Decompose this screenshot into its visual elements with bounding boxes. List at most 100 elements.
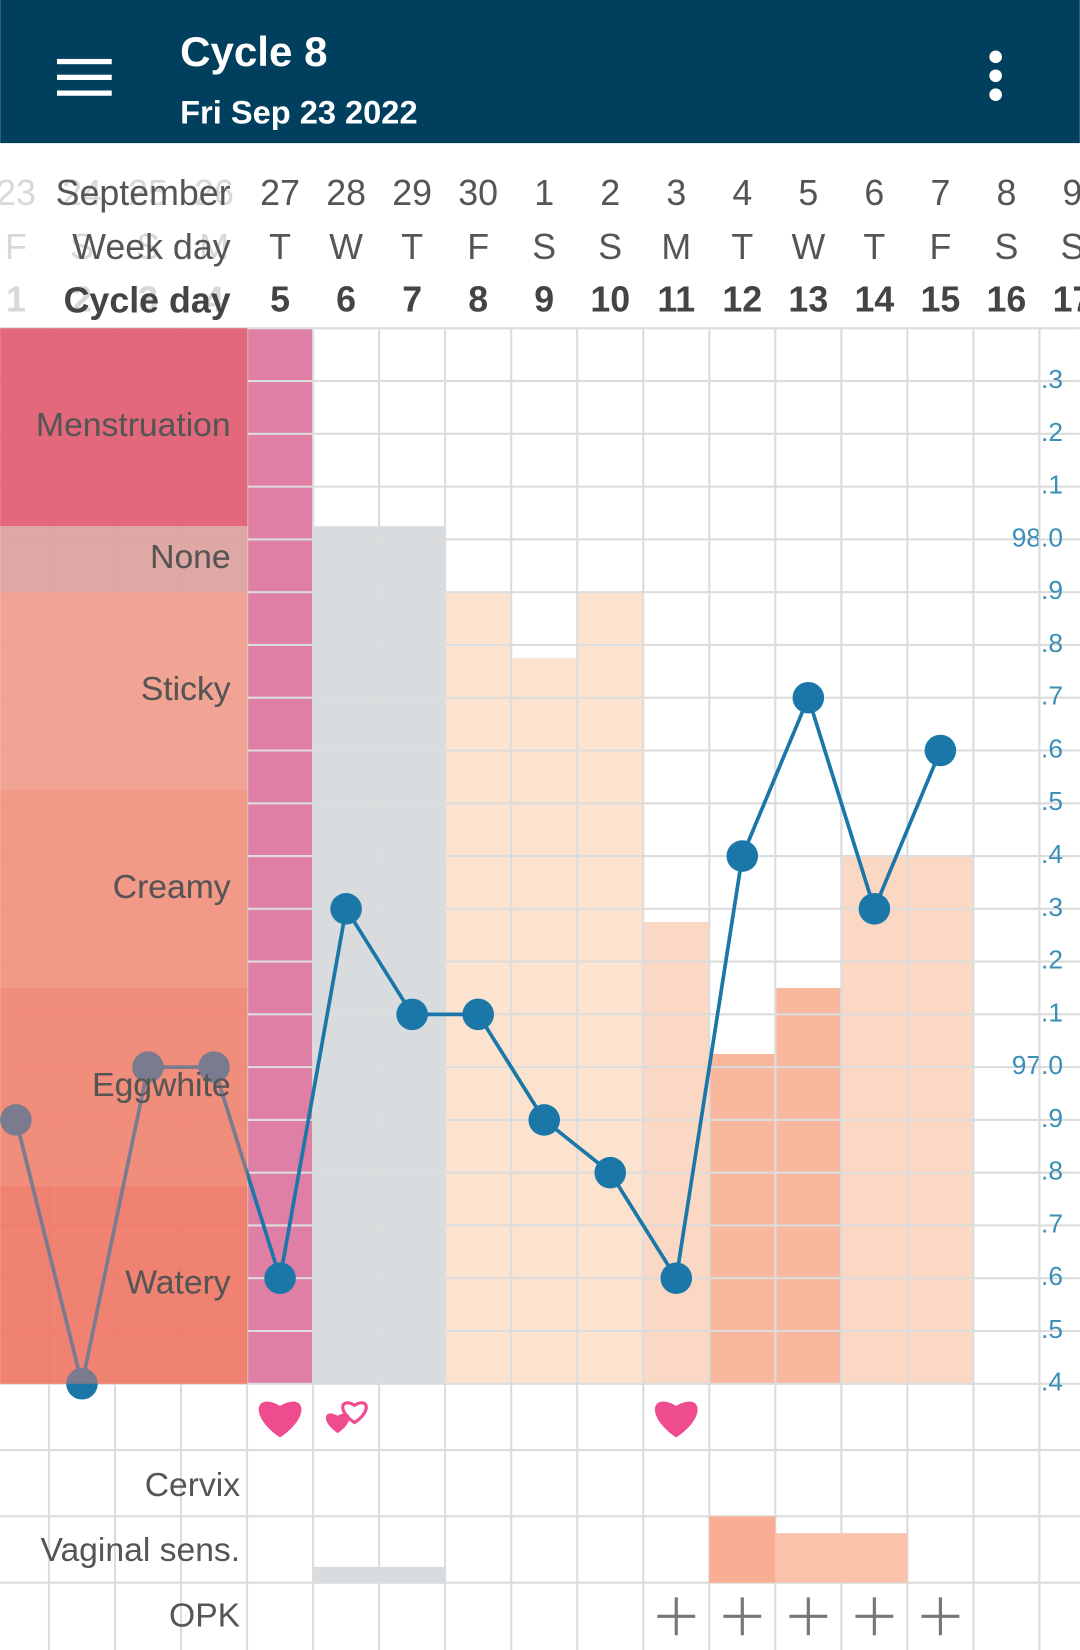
- subtitle: Fri Sep 23 2022: [180, 93, 417, 130]
- date-label: 25: [128, 173, 168, 213]
- fluid-level-label: Sticky: [141, 671, 231, 708]
- date-label: 2: [600, 173, 620, 213]
- date-label: 9: [1063, 173, 1080, 213]
- date-label: 30: [458, 173, 498, 213]
- fluid-level-label: Creamy: [113, 869, 231, 906]
- weekday-label: T: [731, 227, 753, 267]
- temperature-point: [858, 893, 891, 925]
- weekday-label: T: [269, 227, 291, 267]
- cycle-day-label: 17: [1053, 279, 1080, 319]
- sensation-bar: [379, 1566, 446, 1583]
- cycle-day-label: 3: [138, 279, 158, 319]
- date-label: 26: [194, 173, 234, 213]
- y-tick-label: .2: [1041, 417, 1063, 447]
- cycle-day-label: 10: [590, 279, 630, 319]
- y-tick-label: .8: [1041, 1156, 1063, 1186]
- temperature-point: [726, 840, 759, 872]
- cycle-day-label: 11: [657, 279, 695, 319]
- weekday-label: S: [1061, 227, 1080, 267]
- menu-line: [56, 58, 112, 65]
- extra-row-label: Cervix: [145, 1467, 241, 1504]
- date-label: 6: [864, 173, 884, 213]
- cycle-day-label: 14: [854, 279, 894, 319]
- heart-icon: [654, 1401, 698, 1438]
- fluid-level-label: Menstruation: [36, 407, 231, 444]
- temperature-point: [660, 1262, 693, 1295]
- weekday-label: S: [995, 227, 1019, 267]
- y-tick-label: .8: [1041, 628, 1063, 658]
- fluid-level-band: [0, 526, 248, 593]
- fluid-level-label: Watery: [125, 1265, 231, 1302]
- menu-line: [56, 90, 112, 96]
- temperature-point: [924, 734, 957, 767]
- weekday-label: S: [136, 227, 160, 267]
- fluid-level-label: Watery: [125, 1265, 231, 1302]
- fluid-level-band: [0, 328, 248, 527]
- temperature-point: [396, 998, 428, 1031]
- weekday-label: T: [401, 227, 423, 267]
- date-label: 3: [666, 173, 686, 213]
- weekday-label: W: [329, 227, 363, 267]
- temperature-point: [792, 681, 825, 714]
- cycle-day-label: 8: [468, 279, 488, 319]
- date-label: 5: [798, 173, 818, 213]
- cycle-day-label: 13: [788, 279, 828, 319]
- fluid-bar: [775, 987, 842, 1384]
- left-panel-veil: [0, 328, 248, 1384]
- y-tick-label: .4: [1041, 839, 1063, 869]
- fluid-level-band: [0, 987, 248, 1186]
- fluid-bar: [445, 592, 512, 1384]
- sensation-bar: [709, 1516, 776, 1583]
- fluid-bar: [511, 658, 578, 1384]
- cycle-day-label: 5: [270, 279, 290, 319]
- cycle-day-label: 12: [722, 279, 762, 319]
- temperature-point: [0, 1104, 32, 1136]
- dot: [989, 50, 1002, 64]
- title: Cycle 8: [180, 28, 327, 75]
- temperature-point: [132, 1051, 164, 1083]
- date-label: 29: [392, 173, 432, 213]
- weekday-label: W: [791, 227, 825, 267]
- weekday-label: S: [70, 227, 94, 267]
- date-label: 7: [930, 173, 950, 213]
- y-tick-label: .1: [1041, 470, 1063, 500]
- y-tick-label: .9: [1041, 1103, 1063, 1133]
- y-tick-label: 97.0: [1012, 1050, 1063, 1080]
- extra-row-label: OPK: [169, 1597, 241, 1634]
- weekday-label: M: [199, 227, 229, 267]
- temperature-point: [264, 1262, 296, 1295]
- y-tick-label: .3: [1041, 892, 1063, 922]
- cycle-day-label: 2: [72, 279, 92, 319]
- menu-button[interactable]: [56, 58, 112, 96]
- temperature-point: [198, 1051, 230, 1083]
- weekday-label: T: [863, 227, 885, 267]
- date-label: 23: [0, 173, 36, 213]
- app-bar: [0, 0, 1080, 144]
- weekday-label: F: [929, 227, 951, 267]
- y-tick-label: .4: [1041, 1367, 1063, 1397]
- fluid-level-label: Sticky: [141, 671, 231, 708]
- overflow-menu[interactable]: [989, 50, 1002, 102]
- date-label: 28: [326, 173, 366, 213]
- cycle-day-label: 16: [987, 279, 1027, 319]
- dot: [989, 88, 1002, 102]
- fluid-level-label: None: [150, 539, 230, 576]
- date-label: 8: [996, 173, 1016, 213]
- fluid-level-band: [0, 592, 248, 791]
- fluid-level-label: None: [150, 539, 230, 576]
- y-tick-label: .5: [1041, 1314, 1063, 1344]
- weekday-label: F: [5, 227, 27, 267]
- date-label: 24: [62, 173, 102, 213]
- date-label: 1: [534, 173, 554, 213]
- cycle-day-label: 9: [534, 279, 554, 319]
- sensation-bar: [313, 1566, 380, 1583]
- fluid-bar: [313, 526, 380, 1384]
- weekday-label: S: [532, 227, 556, 267]
- menu-line: [56, 74, 112, 80]
- fluid-level-label: Menstruation: [36, 407, 231, 444]
- double-heart-icon: [325, 1413, 350, 1434]
- y-tick-label: .5: [1041, 786, 1063, 816]
- dot: [989, 69, 1002, 83]
